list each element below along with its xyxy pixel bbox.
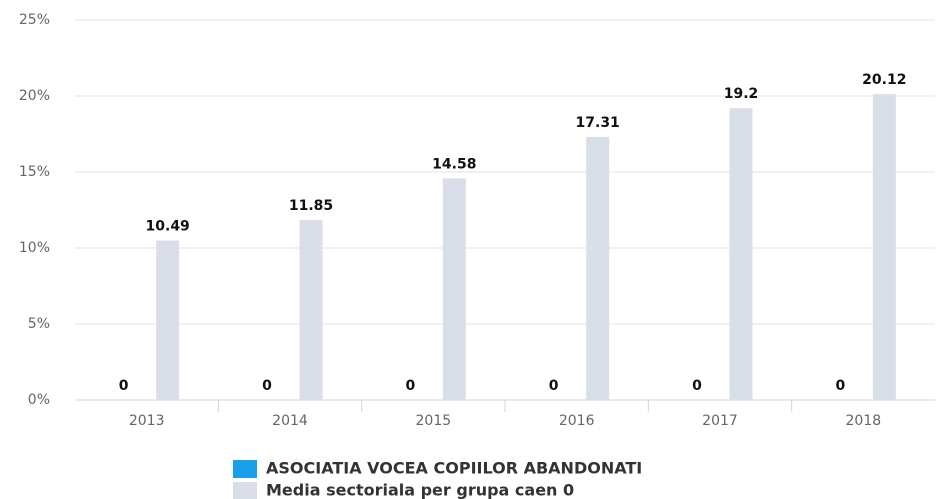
data-label: 20.12 [862, 72, 906, 88]
x-tick-label: 2018 [846, 413, 882, 429]
bar [156, 240, 180, 400]
data-label: 0 [262, 378, 272, 394]
data-label: 0 [835, 378, 845, 394]
y-tick-label: 5% [28, 316, 50, 332]
data-label: 11.85 [289, 198, 333, 214]
bar [299, 219, 323, 400]
x-tick-label: 2016 [559, 413, 595, 429]
bar [872, 94, 896, 401]
x-tick-label: 2017 [702, 413, 738, 429]
data-label: 0 [692, 378, 702, 394]
x-tick-label: 2013 [129, 413, 165, 429]
data-label: 0 [405, 378, 415, 394]
data-label: 19.2 [724, 86, 759, 102]
x-tick-label: 2015 [416, 413, 452, 429]
legend-swatch [233, 482, 257, 499]
y-tick-label: 25% [19, 12, 50, 28]
bar [442, 178, 466, 400]
y-tick-label: 0% [28, 392, 50, 408]
legend-label: Media sectoriala per grupa caen 0 [266, 481, 574, 499]
x-tick-label: 2014 [272, 413, 308, 429]
data-label: 0 [549, 378, 559, 394]
data-label: 10.49 [146, 219, 190, 235]
data-label: 14.58 [432, 156, 476, 172]
data-label: 17.31 [576, 115, 620, 131]
legend-label: ASOCIATIA VOCEA COPIILOR ABANDONATI [266, 459, 642, 478]
y-tick-label: 10% [19, 240, 50, 256]
data-label: 0 [119, 378, 129, 394]
y-tick-label: 20% [19, 88, 50, 104]
bar [729, 108, 753, 400]
bar [586, 136, 610, 400]
legend-swatch [233, 460, 257, 478]
y-tick-label: 15% [19, 164, 50, 180]
